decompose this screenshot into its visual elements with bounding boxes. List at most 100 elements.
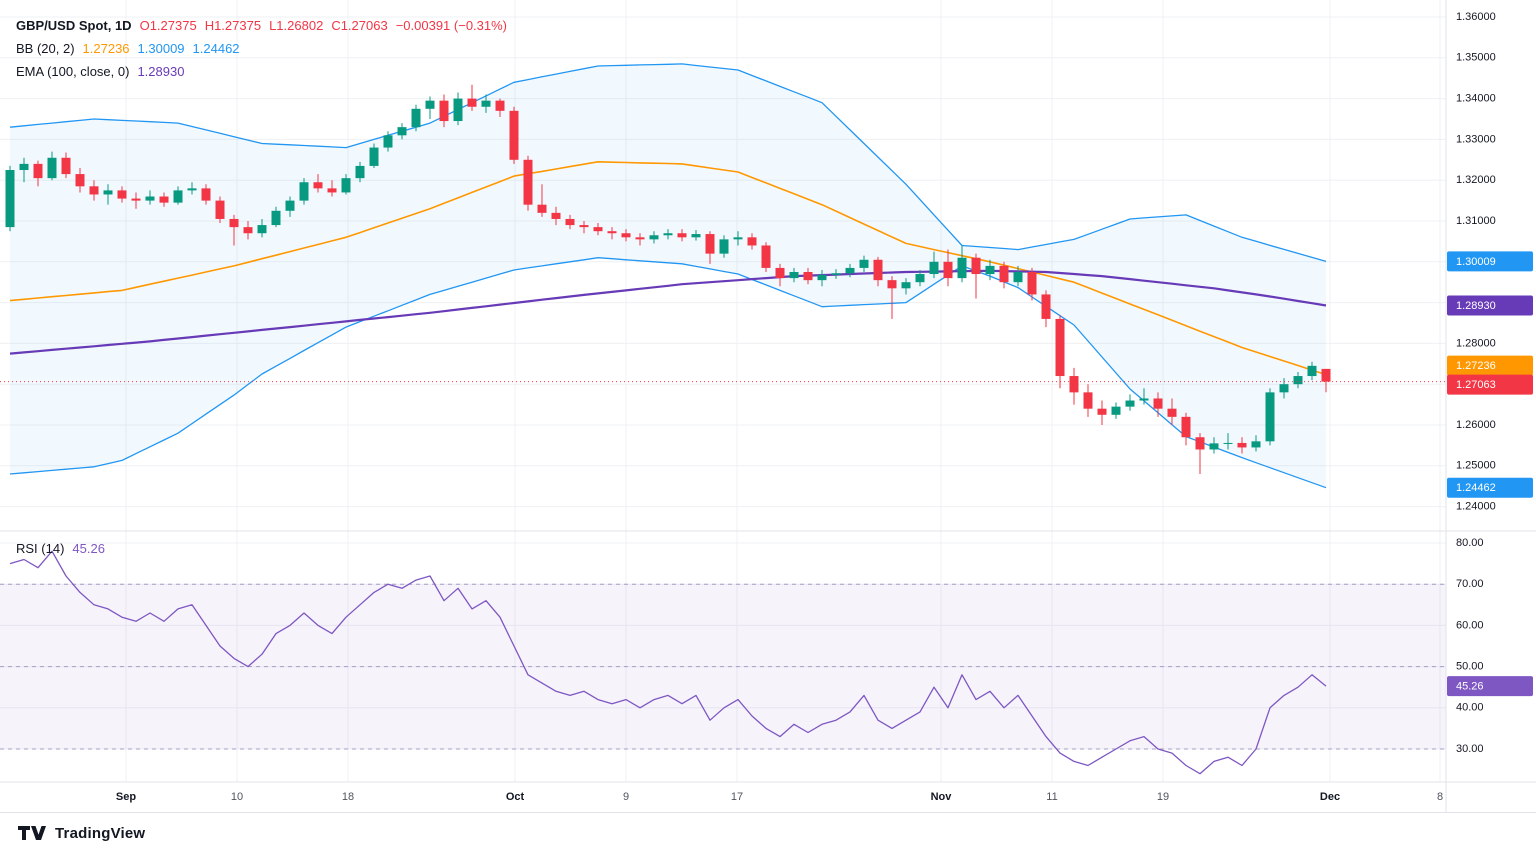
rsi-tick-label: 40.00 [1456,702,1484,714]
price-tick-label: 1.35000 [1456,52,1496,64]
price-tick-label: 1.26000 [1456,419,1496,431]
candle [593,223,603,236]
tradingview-logo-icon[interactable] [18,825,47,841]
candle [957,245,967,283]
candle [971,253,981,299]
price-tick-label: 1.36000 [1456,11,1496,23]
candle [411,104,421,132]
candle [215,196,225,224]
ema-line[interactable] [9,269,1327,355]
candle [579,221,589,234]
candle [775,263,785,287]
rsi-band [0,583,1446,750]
candle [1223,433,1233,450]
symbol-legend-row: GBP/USD Spot, 1D O1.27375 H1.27375 L1.26… [16,14,507,37]
time-tick-label: Nov [931,791,953,803]
candle [509,106,519,164]
chart-canvas[interactable]: 1.36000 1.35000 1.34000 1.33000 1.32000 1.310… [0,0,1536,812]
candle [61,152,71,179]
candle [1293,371,1303,389]
tradingview-brand[interactable]: TradingView [55,824,146,842]
candle [159,192,169,207]
candle [537,184,547,217]
ohlc-close: C1.27063 [331,18,388,33]
candle [887,276,897,319]
time-tick-label: 8 [1437,791,1443,803]
candle [313,174,323,193]
time-axis-labels[interactable]: Sep 10 18 Oct 9 17 Nov 11 19 Dec 8 [116,791,1443,803]
candle [1181,412,1191,446]
bb-upper-value: 1.30009 [137,41,185,56]
symbol-title[interactable]: GBP/USD Spot, 1D [16,18,132,33]
bb-indicator-label[interactable]: BB (20, 2) [16,41,75,56]
svg-text:1.30009: 1.30009 [1456,256,1496,268]
price-tick-label: 1.25000 [1456,460,1496,472]
ema-indicator-label[interactable]: EMA (100, close, 0) [16,64,130,79]
candle [341,174,351,195]
candle [663,229,673,240]
svg-text:1.28930: 1.28930 [1456,300,1496,312]
price-tick-label: 1.31000 [1456,215,1496,227]
axis-badge-bb-lower: 1.24462 [1447,477,1533,498]
candle [1237,437,1247,454]
bb-basis-line[interactable] [9,161,1327,376]
candle [649,231,659,244]
candle [551,206,561,226]
candle [677,229,687,242]
candle [845,263,855,278]
candle [1265,388,1275,446]
candle [103,184,113,205]
time-tick-label: 10 [231,791,243,803]
time-tick-label: 9 [623,791,629,803]
panel-dividers [0,0,1536,812]
axis-badge-bb-upper: 1.30009 [1447,251,1533,272]
candle [1125,394,1135,411]
gridlines [0,0,1446,782]
rsi-legend-row: RSI (14) 45.26 [16,537,105,560]
ohlc-high: H1.27375 [204,18,262,33]
rsi-tick-label: 80.00 [1456,537,1484,549]
candle [117,186,127,203]
bb-upper-line[interactable] [9,63,1327,263]
candle [859,255,869,272]
axis-badge-rsi: 45.26 [1447,676,1533,697]
candle [19,157,29,183]
candle [1307,361,1317,381]
candle [831,269,841,279]
candle [621,229,631,242]
rsi-line[interactable] [9,550,1327,775]
candle [439,94,449,128]
axis-badges: 1.30009 1.28930 1.27236 1.27063 1.24462 45.26 [1447,251,1533,697]
candle [523,155,533,211]
svg-text:1.24462: 1.24462 [1456,482,1496,494]
candle [733,231,743,246]
candle [1055,314,1065,389]
candle [1097,400,1107,425]
candle [1013,265,1023,287]
candle [285,196,295,217]
candle [1321,368,1331,393]
rsi-indicator-label[interactable]: RSI (14) [16,541,65,556]
candle [47,151,57,181]
candle [131,192,141,209]
bb-lower-line[interactable] [9,257,1327,489]
candle [761,242,771,272]
candle [243,221,253,240]
time-tick-label: Dec [1320,791,1340,803]
ema-value: 1.28930 [137,64,185,79]
candle [89,180,99,201]
candle [369,143,379,168]
footer: TradingView [0,812,1536,853]
price-axis-labels[interactable]: 1.36000 1.35000 1.34000 1.33000 1.32000 1.310… [1456,11,1496,513]
candle [145,190,155,205]
rsi-value: 45.26 [72,541,105,556]
chart-area[interactable]: 1.36000 1.35000 1.34000 1.33000 1.32000 1.310… [0,0,1536,812]
candle [425,96,435,119]
bb-fill [10,63,1326,488]
rsi-axis-labels[interactable]: 80.00 70.00 60.00 50.00 40.00 30.00 [1456,537,1484,755]
candle [229,214,239,246]
ohlc-low: L1.26802 [269,18,324,33]
candle [495,98,505,117]
candlestick-series[interactable] [5,84,1331,474]
time-tick-label: Oct [506,791,525,803]
